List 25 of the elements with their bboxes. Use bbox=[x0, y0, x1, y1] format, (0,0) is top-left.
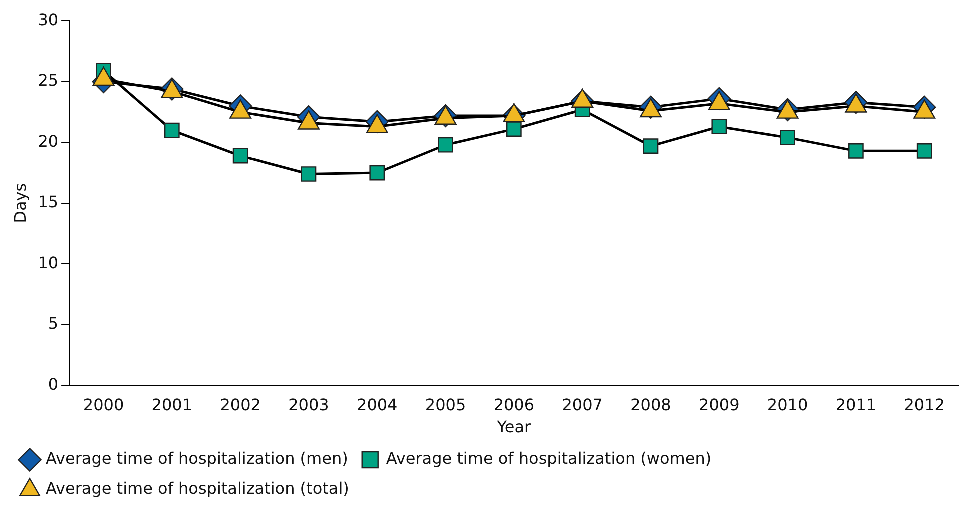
x-tick-label: 2011 bbox=[836, 395, 877, 414]
x-tick-label: 2010 bbox=[767, 395, 808, 414]
y-tick-label: 25 bbox=[38, 71, 59, 90]
y-tick-label: 30 bbox=[38, 10, 59, 30]
x-tick-label: 2005 bbox=[425, 395, 466, 414]
x-tick-label: 2004 bbox=[357, 395, 398, 414]
legend-label: Average time of hospitalization (women) bbox=[386, 449, 712, 468]
y-tick-label: 10 bbox=[38, 253, 59, 272]
legend-label: Average time of hospitalization (total) bbox=[46, 479, 350, 498]
x-tick-label: 2003 bbox=[288, 395, 330, 414]
x-tick-label: 2006 bbox=[494, 395, 535, 414]
y-tick-label: 0 bbox=[48, 374, 59, 394]
y-tick-label: 20 bbox=[38, 132, 59, 151]
x-tick-label: 2001 bbox=[152, 395, 193, 414]
y-axis-title: Days bbox=[10, 183, 30, 224]
x-tick-label: 2002 bbox=[220, 395, 261, 414]
x-tick-label: 2009 bbox=[699, 395, 740, 414]
legend-label: Average time of hospitalization (men) bbox=[46, 449, 348, 468]
x-tick-label: 2007 bbox=[562, 395, 603, 414]
x-tick-label: 2008 bbox=[630, 395, 672, 414]
x-axis-title: Year bbox=[496, 418, 532, 437]
x-tick-label: 2000 bbox=[83, 395, 124, 414]
y-tick-label: 15 bbox=[38, 192, 59, 212]
x-tick-label: 2012 bbox=[904, 395, 945, 414]
y-tick-label: 5 bbox=[48, 314, 59, 334]
